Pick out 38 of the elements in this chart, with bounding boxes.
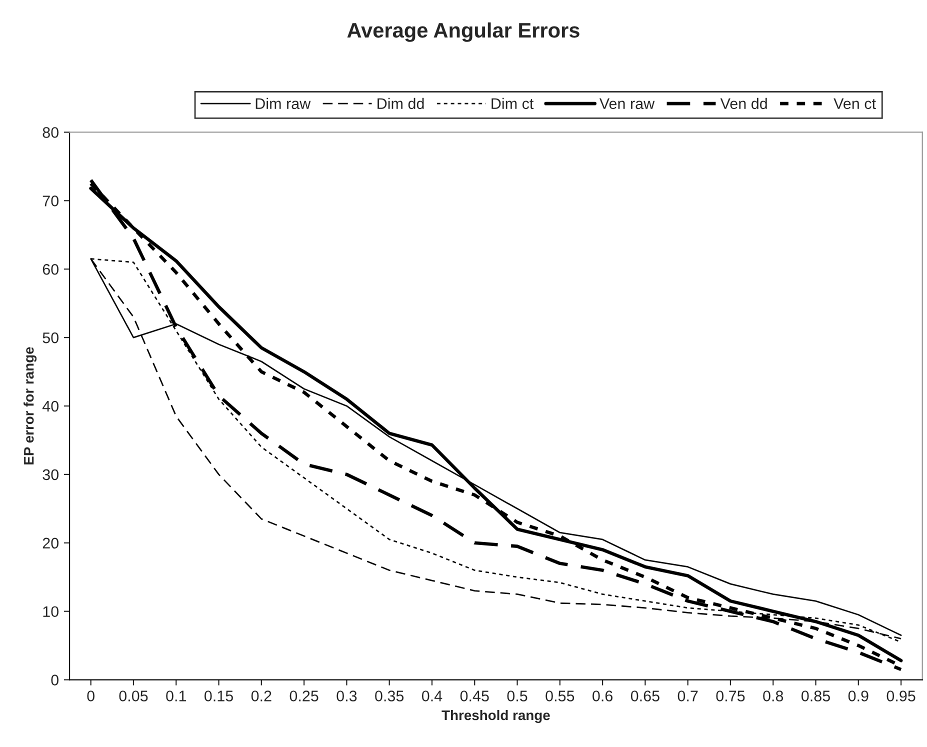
x-tick-label: 0.7 bbox=[678, 690, 698, 702]
legend-label: Ven raw bbox=[599, 98, 655, 110]
x-tick-label: 0.65 bbox=[630, 690, 660, 702]
legend-label: Ven ct bbox=[834, 98, 876, 110]
y-axis-title: EP error for range bbox=[24, 347, 37, 464]
y-tick-label: 30 bbox=[42, 469, 59, 480]
x-tick-label: 0 bbox=[87, 690, 94, 702]
x-tick-label: 0.35 bbox=[375, 690, 404, 702]
legend-label: Dim dd bbox=[378, 98, 424, 110]
x-tick-label: 0.55 bbox=[546, 690, 574, 702]
x-tick-label: 0.75 bbox=[716, 690, 745, 702]
y-tick-label: 40 bbox=[42, 400, 59, 412]
y-tick-label: 10 bbox=[43, 606, 59, 618]
x-tick-label: 0.95 bbox=[886, 690, 916, 702]
x-tick-label: 0.05 bbox=[119, 690, 148, 702]
x-tick-label: 0.1 bbox=[166, 690, 186, 702]
legend-label: Dim ct bbox=[492, 98, 534, 110]
chart-title: Average Angular Errors bbox=[347, 22, 580, 42]
x-tick-label: 0.25 bbox=[290, 690, 318, 702]
x-tick-label: 0.15 bbox=[204, 690, 233, 702]
legend-label: Dim raw bbox=[256, 98, 311, 110]
x-tick-label: 0.3 bbox=[336, 690, 357, 702]
x-tick-label: 0.85 bbox=[801, 690, 830, 702]
y-tick-label: 50 bbox=[42, 332, 59, 344]
y-tick-label: 20 bbox=[42, 538, 59, 549]
y-tick-label: 70 bbox=[42, 196, 59, 206]
x-tick-label: 0.8 bbox=[763, 690, 784, 702]
y-tick-label: 60 bbox=[42, 264, 59, 275]
y-tick-label: 80 bbox=[42, 127, 59, 138]
x-tick-label: 0.2 bbox=[251, 690, 272, 702]
legend-label: Ven dd bbox=[720, 98, 767, 110]
x-tick-label: 0.45 bbox=[460, 690, 489, 702]
x-tick-label: 0.4 bbox=[422, 690, 442, 702]
x-axis-title: Threshold range bbox=[442, 710, 550, 723]
x-tick-label: 0.6 bbox=[592, 690, 612, 702]
x-tick-label: 0.5 bbox=[507, 690, 528, 702]
y-tick-label: 0 bbox=[51, 674, 59, 686]
x-tick-label: 0.9 bbox=[848, 690, 868, 702]
